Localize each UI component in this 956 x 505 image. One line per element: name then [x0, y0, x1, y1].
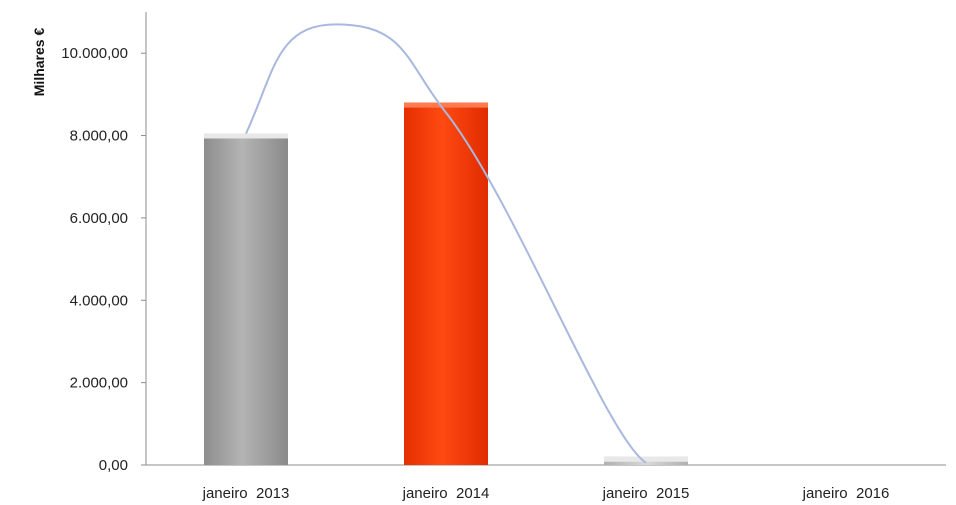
y-tick-label: 10.000,00 [61, 45, 128, 62]
bar-group [204, 102, 688, 465]
x-tick-label: janeiro 2015 [602, 485, 690, 502]
x-tick-label: janeiro 2014 [402, 485, 490, 502]
x-label-group: janeiro 2013 janeiro 2014 janeiro 2015 jane… [202, 485, 890, 502]
y-tick-group: 0,00 2.000,00 4.000,00 6.000,00 8.000,00 10.0… [61, 45, 146, 474]
y-tick-label: 6.000,00 [70, 210, 128, 227]
y-tick-label: 8.000,00 [70, 128, 128, 145]
y-tick-label: 4.000,00 [70, 292, 128, 309]
bar [404, 102, 488, 465]
x-tick-label: janeiro 2016 [802, 485, 890, 502]
y-tick-label: 0,00 [99, 457, 128, 474]
y-axis-title: Milhares € [31, 28, 47, 97]
x-tick-label: janeiro 2013 [202, 485, 290, 502]
bar-top-highlight [204, 133, 288, 139]
bar [204, 133, 288, 465]
y-tick-label: 2.000,00 [70, 375, 128, 392]
trend-line [245, 23, 647, 464]
bar-top-highlight [604, 456, 688, 462]
bar-top-highlight [404, 102, 488, 108]
